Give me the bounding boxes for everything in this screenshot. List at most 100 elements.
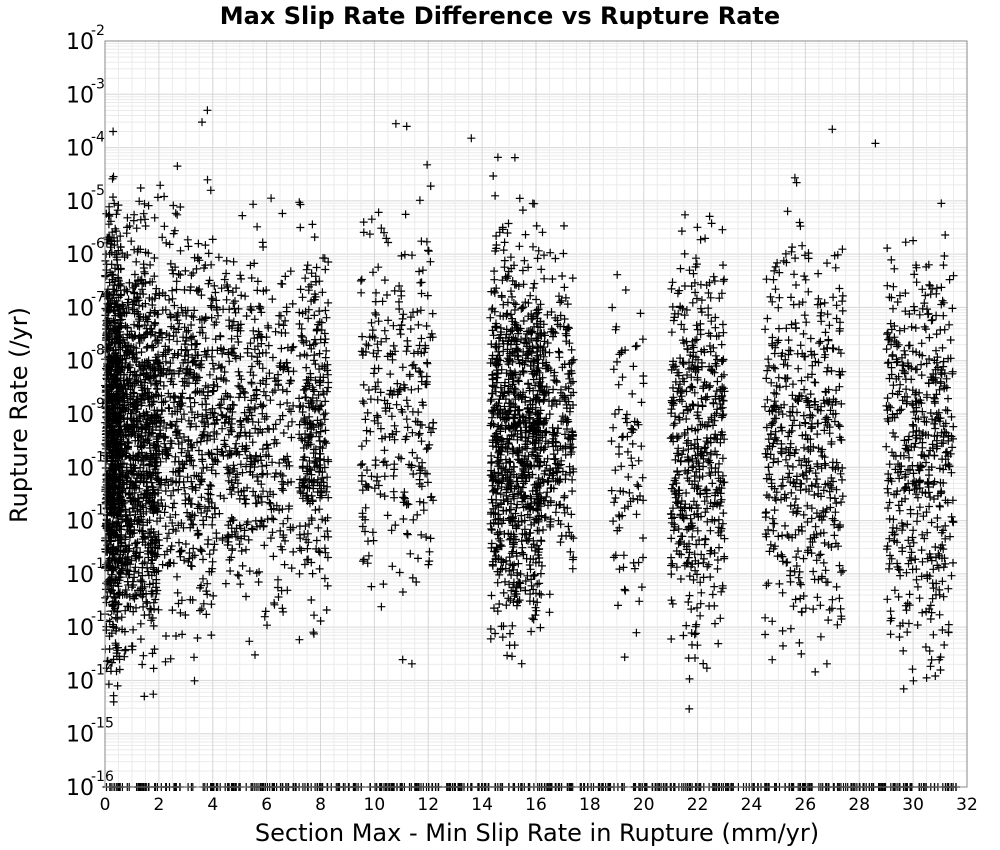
data-point (324, 455, 332, 464)
data-point (118, 440, 126, 449)
data-point (510, 560, 519, 569)
data-point (555, 348, 564, 357)
data-point (613, 357, 621, 366)
data-point (121, 586, 130, 594)
data-point (113, 614, 122, 623)
data-point (396, 330, 405, 339)
data-point (620, 585, 629, 594)
data-point (158, 233, 167, 242)
data-point (149, 664, 158, 673)
data-point (106, 324, 115, 333)
data-point (108, 543, 117, 552)
data-point (139, 602, 148, 611)
data-point (206, 186, 215, 195)
data-point (533, 598, 542, 607)
data-point (114, 418, 123, 427)
data-point (391, 521, 400, 530)
data-point (108, 275, 117, 284)
data-point (487, 539, 496, 548)
data-point (113, 412, 122, 421)
data-point (280, 560, 289, 569)
data-point (524, 379, 533, 388)
data-point (241, 499, 250, 508)
data-point (186, 402, 195, 411)
data-point (621, 586, 630, 595)
data-point (618, 373, 627, 382)
data-point (112, 397, 121, 406)
data-point (109, 193, 117, 202)
data-point (140, 267, 149, 276)
data-point (174, 485, 183, 494)
data-point (104, 680, 113, 689)
data-point (253, 222, 262, 231)
data-point (230, 304, 239, 313)
data-point (388, 562, 397, 571)
data-point (268, 295, 277, 304)
data-point (110, 463, 119, 472)
data-point (186, 393, 195, 402)
data-point (615, 442, 623, 451)
data-point (667, 534, 676, 543)
data-point (520, 256, 529, 265)
data-point (399, 515, 408, 523)
data-point (175, 547, 184, 556)
data-point (538, 228, 547, 237)
data-point (208, 520, 217, 529)
data-point (395, 568, 404, 577)
data-point (129, 592, 138, 601)
data-point (116, 232, 125, 241)
data-point (151, 353, 160, 362)
data-point (518, 543, 527, 552)
data-point (296, 534, 305, 543)
data-point (321, 265, 330, 274)
data-point (614, 601, 622, 610)
data-point (283, 514, 292, 523)
data-point (631, 342, 640, 351)
data-point (183, 235, 192, 244)
data-point (139, 260, 148, 269)
data-point (380, 446, 389, 455)
data-point (159, 398, 168, 407)
data-point (269, 552, 278, 561)
data-point (395, 282, 404, 290)
data-point (109, 172, 118, 181)
data-point (532, 295, 541, 304)
data-point (368, 528, 377, 537)
data-point (171, 209, 180, 218)
data-point (567, 345, 576, 354)
data-point (297, 546, 306, 555)
data-point (373, 395, 382, 404)
chart-title: Max Slip Rate Difference vs Rupture Rate (220, 2, 780, 30)
data-point (423, 291, 432, 300)
data-point (196, 545, 205, 554)
data-point (399, 493, 407, 502)
data-point (423, 160, 432, 169)
data-point (530, 279, 539, 288)
data-point (324, 383, 333, 392)
data-point (560, 283, 569, 292)
data-point (283, 586, 292, 595)
data-point (114, 507, 123, 516)
data-point (176, 552, 185, 561)
data-point (151, 380, 160, 389)
data-point (107, 427, 116, 435)
data-point (103, 422, 112, 431)
data-point (625, 488, 634, 497)
data-point (607, 437, 616, 446)
data-point (409, 349, 418, 358)
data-point (414, 320, 423, 329)
data-point (154, 605, 163, 614)
data-point (111, 578, 119, 587)
data-point (320, 574, 329, 583)
data-point (323, 473, 332, 482)
data-point (168, 606, 177, 615)
data-point (422, 533, 431, 541)
data-point (316, 617, 325, 625)
data-point (178, 389, 187, 398)
data-point (106, 508, 115, 517)
data-point (107, 260, 116, 269)
data-point (296, 223, 305, 232)
data-point (622, 410, 631, 419)
data-point (106, 576, 115, 585)
data-point (639, 553, 647, 562)
